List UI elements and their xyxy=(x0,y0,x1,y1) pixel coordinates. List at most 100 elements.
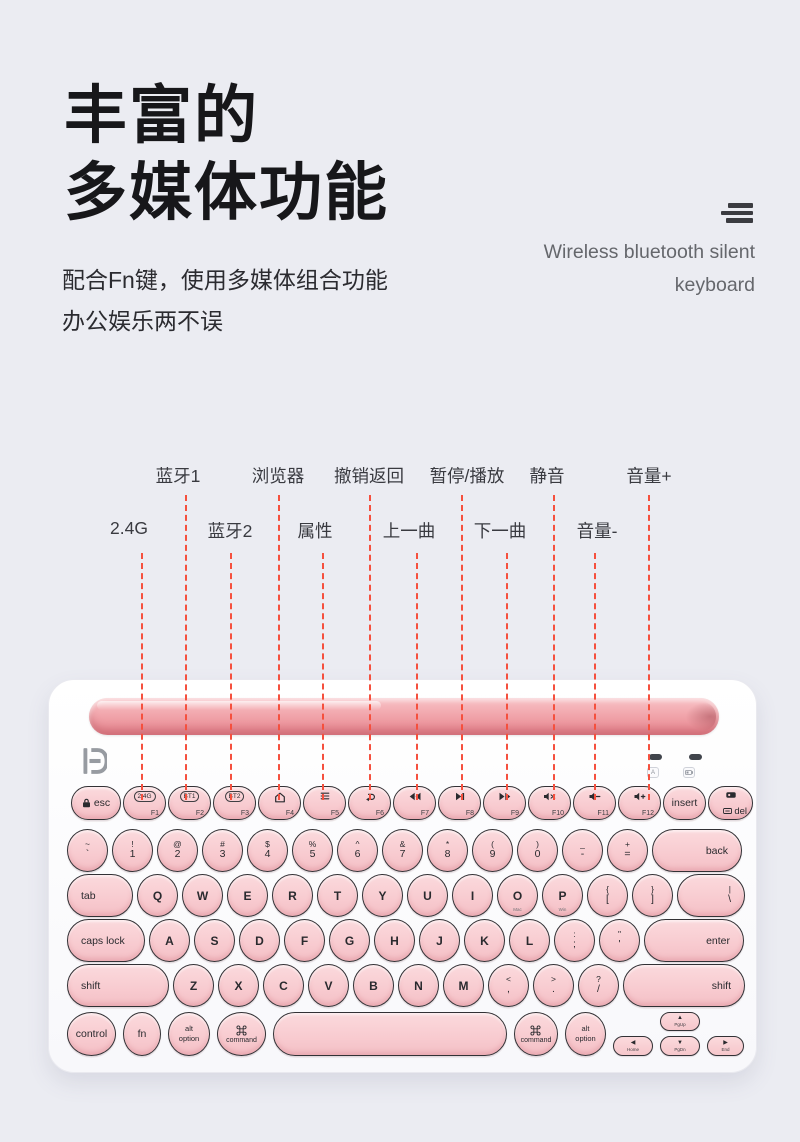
key-comma: <, xyxy=(488,964,529,1007)
key-s: S xyxy=(194,919,235,962)
key-y: Y xyxy=(362,874,403,917)
key-4: $4 xyxy=(247,829,288,872)
del-box-icon xyxy=(723,808,733,815)
indicator-icons: A xyxy=(647,767,695,778)
key-2: @2 xyxy=(157,829,198,872)
subtitle-line-1: 配合Fn键，使用多媒体组合功能 xyxy=(62,267,388,293)
callout-label-volume-down: 音量- xyxy=(576,521,618,541)
callout-line-2-4g xyxy=(141,553,143,800)
row-shift: shift Z X C V B N M <, >.? / shift xyxy=(67,964,745,1007)
callout-label-bt2: 蓝牙2 xyxy=(207,521,253,541)
arrow-keys-cluster: ▲ PgUp ◀ Home ▼ PgDn ▶ End xyxy=(613,1012,744,1056)
callout-line-volume-up xyxy=(648,495,650,800)
key-f10: F10 xyxy=(528,786,571,820)
title-line-1: 丰富的 xyxy=(64,81,259,151)
key-fn: fn xyxy=(123,1012,161,1056)
row-qwerty: tab Q W E R T Y U I O Mac P Win{[}] | \ xyxy=(67,874,745,917)
key-c: C xyxy=(263,964,304,1007)
volume-up-icon xyxy=(634,792,646,801)
key-insert: insert xyxy=(663,786,706,820)
key-slash: ? / xyxy=(578,964,619,1007)
callout-label-next-track: 下一曲 xyxy=(473,521,527,541)
battery-indicator-icon xyxy=(683,767,695,778)
key-space xyxy=(273,1012,507,1056)
key-o: O Mac xyxy=(497,874,538,917)
key-m: M xyxy=(443,964,484,1007)
key-0: ) 0 xyxy=(517,829,558,872)
callout-label-undo-back: 撤销返回 xyxy=(334,466,404,486)
key-backslash: | \ xyxy=(677,874,745,917)
tablet-slot-bar xyxy=(89,698,719,735)
play-pause-icon xyxy=(455,792,465,801)
fd-logo-icon xyxy=(83,746,109,776)
key-esc: esc xyxy=(71,786,121,820)
key-alt-right: alt option xyxy=(565,1012,606,1056)
key-r: R xyxy=(272,874,313,917)
callout-line-bt2 xyxy=(230,553,232,800)
key-l: L xyxy=(509,919,550,962)
key-w: W xyxy=(182,874,223,917)
key-quote: " ' xyxy=(599,919,640,962)
tagline-line-2: keyboard xyxy=(674,274,755,296)
callout-label-properties: 属性 xyxy=(297,521,333,541)
key-arrow-right: ▶ End xyxy=(707,1036,744,1056)
battery-led xyxy=(689,754,702,760)
subtitle-line-2: 办公娱乐两不误 xyxy=(62,308,223,334)
home-icon xyxy=(274,792,285,803)
key-h: H xyxy=(374,919,415,962)
prtsc-icon xyxy=(725,792,736,798)
key-caps-lock: caps lock xyxy=(67,919,145,962)
key-z: Z xyxy=(173,964,214,1007)
key-enter: enter xyxy=(644,919,744,962)
key-6: ^ 6 xyxy=(337,829,378,872)
key-1: ! 1 xyxy=(112,829,153,872)
key-equals: + = xyxy=(607,829,648,872)
key-control: control xyxy=(67,1012,116,1056)
key-bracket-left: {[ xyxy=(587,874,628,917)
key-p: P Win xyxy=(542,874,583,917)
key-j: J xyxy=(419,919,460,962)
key-x: X xyxy=(218,964,259,1007)
key-e: E xyxy=(227,874,268,917)
tagline-line-1: Wireless bluetooth silent xyxy=(543,241,755,263)
row-home: caps lock A S D F G H J K L:; " ' enter xyxy=(67,919,744,962)
key-f8: F8 xyxy=(438,786,481,820)
key-9: (9 xyxy=(472,829,513,872)
key-8: * 8 xyxy=(427,829,468,872)
key-semicolon: :; xyxy=(554,919,595,962)
key-command-right: command xyxy=(514,1012,558,1056)
keyboard: A esc 2.4G F1 BT1 F2 BT2 F3 F4 F5 F6 F7 F8 F9 F10 F11 F… xyxy=(48,679,757,1073)
title-line-2: 多媒体功能 xyxy=(64,158,389,228)
menu-icon xyxy=(320,792,330,800)
key-f3: BT2 F3 xyxy=(213,786,256,820)
key-b: B xyxy=(353,964,394,1007)
callout-label-2-4g: 2.4G xyxy=(110,518,148,538)
caps-led xyxy=(649,754,662,760)
key-f2: BT1 F2 xyxy=(168,786,211,820)
callout-line-volume-down xyxy=(594,553,596,800)
row-number-keys: ~ `! 1 @2 #3 $4% 5 ^ 6 & 7 * 8(9) 0 _ - + = back xyxy=(67,829,742,872)
key-arrow-up: ▲ PgUp xyxy=(660,1012,700,1031)
key-arrow-down: ▼ PgDn xyxy=(660,1036,700,1056)
key-f9: F9 xyxy=(483,786,526,820)
callout-line-play-pause xyxy=(461,495,463,800)
callout-line-undo-back xyxy=(369,495,371,800)
key-f5: F5 xyxy=(303,786,346,820)
key-backquote: ~ ` xyxy=(67,829,108,872)
callout-label-mute: 静音 xyxy=(529,466,565,486)
key-a: A xyxy=(149,919,190,962)
prev-track-icon xyxy=(408,792,421,801)
callout-line-bt1 xyxy=(185,495,187,800)
key-shift-left: shift xyxy=(67,964,169,1007)
subtitle: 配合Fn键，使用多媒体组合功能 办公娱乐两不误 xyxy=(62,260,388,342)
callout-label-browser: 浏览器 xyxy=(251,466,305,486)
key-f1: 2.4G F1 xyxy=(123,786,166,820)
caps-indicator-icon: A xyxy=(647,767,659,778)
key-alt-left: alt option xyxy=(168,1012,210,1056)
key-7: & 7 xyxy=(382,829,423,872)
callout-label-play-pause: 暂停/播放 xyxy=(429,466,505,486)
next-track-icon xyxy=(498,792,511,801)
key-f: F xyxy=(284,919,325,962)
status-indicators xyxy=(649,754,702,760)
key-period: >. xyxy=(533,964,574,1007)
